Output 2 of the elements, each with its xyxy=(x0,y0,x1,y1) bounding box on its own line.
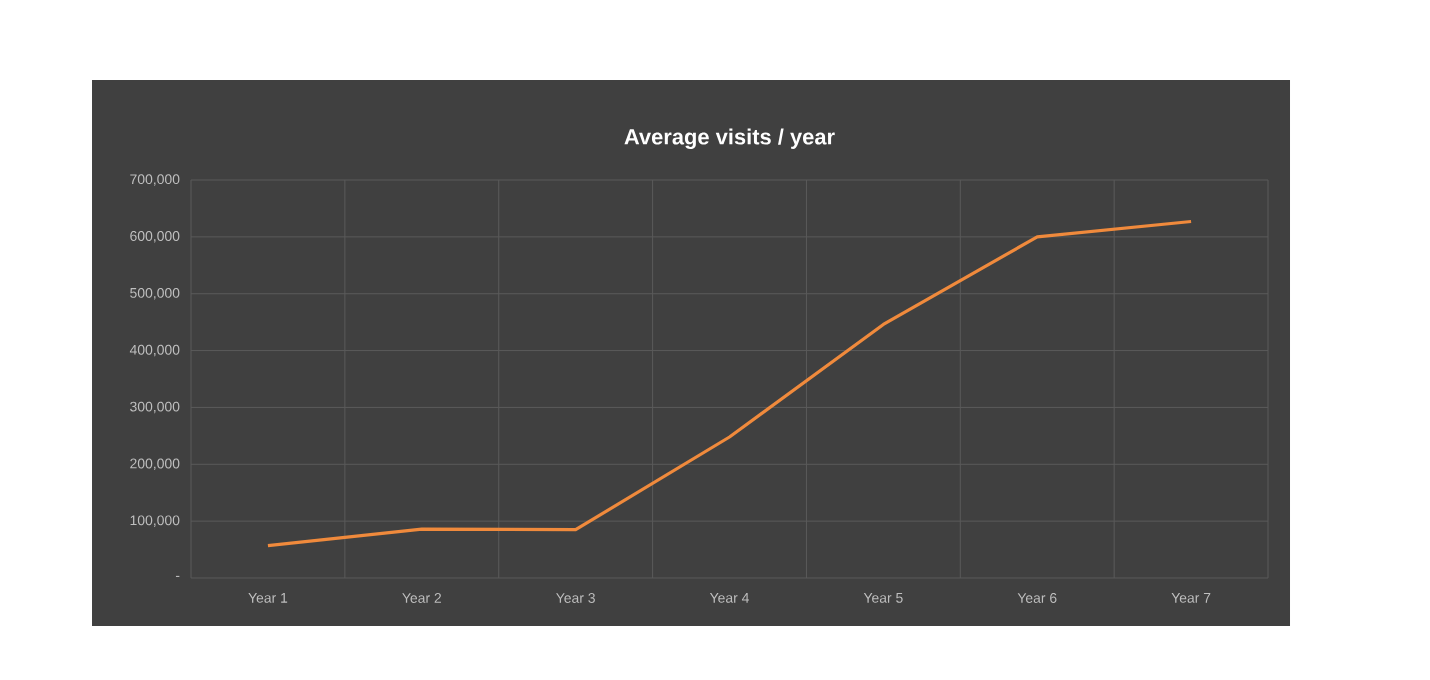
chart-title: Average visits / year xyxy=(624,128,835,150)
line-series xyxy=(266,219,1193,548)
